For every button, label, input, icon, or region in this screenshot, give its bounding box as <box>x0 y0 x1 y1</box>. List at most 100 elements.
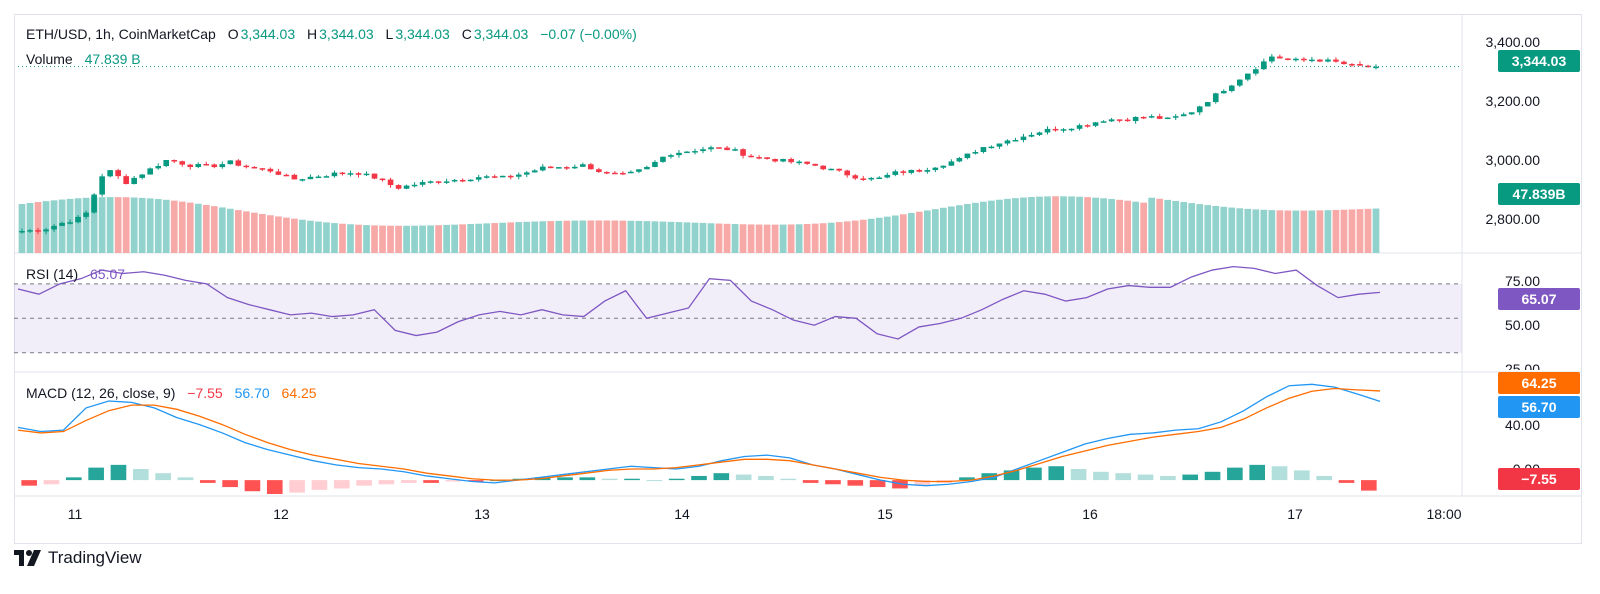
volume-bar <box>1340 209 1348 253</box>
volume-bar <box>491 223 499 253</box>
volume-bar <box>475 223 483 253</box>
candle-body <box>243 165 250 168</box>
candle-body <box>1028 134 1035 137</box>
volume-bar <box>763 224 771 253</box>
candle-body <box>51 225 57 230</box>
volume-bar <box>1372 208 1380 253</box>
macd-histogram-bar <box>668 478 685 481</box>
candle-body <box>956 158 963 162</box>
candle-body <box>227 160 234 165</box>
volume-bar <box>811 223 819 253</box>
volume-bar <box>1140 202 1148 253</box>
volume-bar <box>122 197 130 253</box>
candle-body <box>1220 91 1227 94</box>
volume-bar <box>226 208 234 253</box>
volume-bar <box>707 223 715 253</box>
macd-histogram-bar <box>601 478 618 481</box>
macd-signal-value: 64.25 <box>281 385 317 401</box>
volume-bar <box>1012 198 1019 253</box>
candle-body <box>620 172 626 175</box>
brand-label: TradingView <box>48 548 142 567</box>
candle-body <box>515 174 522 177</box>
candle-body <box>1044 128 1051 133</box>
macd-histogram-bar <box>1137 474 1154 481</box>
volume-bar <box>1236 208 1244 253</box>
macd-hist-tag: −7.55 <box>1498 468 1580 490</box>
volume-bar <box>499 222 507 253</box>
volume-bar <box>964 203 971 253</box>
candle-body <box>91 194 97 213</box>
macd-line-value: 56.70 <box>234 385 270 401</box>
chart-frame <box>14 14 1582 544</box>
candle-body <box>323 176 330 178</box>
symbol-title[interactable]: ETH/USD, 1h, CoinMarketCap <box>26 26 216 42</box>
macd-histogram-bar <box>579 477 596 481</box>
volume-bar <box>1356 209 1364 253</box>
candle-body <box>996 143 1003 147</box>
candle-body <box>1012 139 1019 142</box>
volume-bar <box>1180 202 1188 253</box>
volume-bar <box>1028 197 1035 253</box>
volume-bar <box>459 224 467 253</box>
macd-histogram-bar <box>780 478 797 481</box>
candle-body <box>379 178 386 181</box>
candle-body <box>644 166 650 170</box>
volume-bar <box>1036 196 1043 253</box>
candle-body <box>1052 128 1059 131</box>
x-tick-16: 16 <box>1082 506 1098 522</box>
candle-body <box>331 172 338 177</box>
price-tick-3000: 3,000.00 <box>1485 152 1541 168</box>
price-tick-2800: 2,800.00 <box>1485 211 1541 227</box>
volume-bar <box>283 217 290 253</box>
candle-body <box>868 177 875 180</box>
volume-bar <box>1084 197 1091 253</box>
volume-bar <box>443 224 450 253</box>
candle-body <box>155 166 162 169</box>
macd-histogram-bar <box>1294 470 1310 481</box>
macd-histogram-bar <box>21 480 37 486</box>
candle-body <box>59 222 65 226</box>
volume-label[interactable]: Volume <box>26 51 73 67</box>
macd-histogram-bar <box>802 480 819 483</box>
x-tick-11: 11 <box>67 506 83 522</box>
candle-body <box>195 164 202 168</box>
volume-bar <box>835 222 843 253</box>
candle-body <box>564 167 570 169</box>
candle-body <box>387 179 394 186</box>
macd-histogram-bar <box>400 480 417 483</box>
volume-bar <box>34 202 42 253</box>
macd-tick-0: 0.00 <box>1512 461 1540 469</box>
candle-body <box>235 160 242 166</box>
volume-bar <box>659 221 667 253</box>
volume-bar <box>996 199 1003 253</box>
macd-label[interactable]: MACD (12, 26, close, 9) <box>26 385 176 401</box>
candle-body <box>1373 66 1379 69</box>
volume-bar <box>715 223 723 253</box>
candle-body <box>804 161 810 164</box>
macd-histogram-bar <box>1070 469 1087 481</box>
candle-body <box>35 230 41 232</box>
macd-histogram-bar <box>132 469 149 481</box>
candle-body <box>700 149 706 152</box>
candle-body <box>43 229 49 232</box>
candle-body <box>1124 119 1131 122</box>
candle-body <box>964 153 971 159</box>
candle-body <box>1148 116 1155 118</box>
tradingview-brand[interactable]: TradingView <box>14 548 142 568</box>
macd-histogram-bar <box>1249 464 1266 481</box>
macd-histogram-bar <box>825 480 841 485</box>
candle-body <box>780 158 786 162</box>
candle-body <box>1228 85 1235 92</box>
candle-body <box>1236 79 1243 86</box>
macd-histogram-bar <box>1026 467 1042 481</box>
candle-body <box>1140 116 1147 119</box>
volume-bar <box>467 224 475 253</box>
candle-body <box>499 175 506 178</box>
candle-body <box>363 173 370 176</box>
low-label: L <box>385 26 394 42</box>
volume-bar <box>1076 196 1083 253</box>
macd-histogram-bar <box>691 475 707 481</box>
rsi-label[interactable]: RSI (14) <box>26 266 79 282</box>
candle-body <box>371 173 378 179</box>
